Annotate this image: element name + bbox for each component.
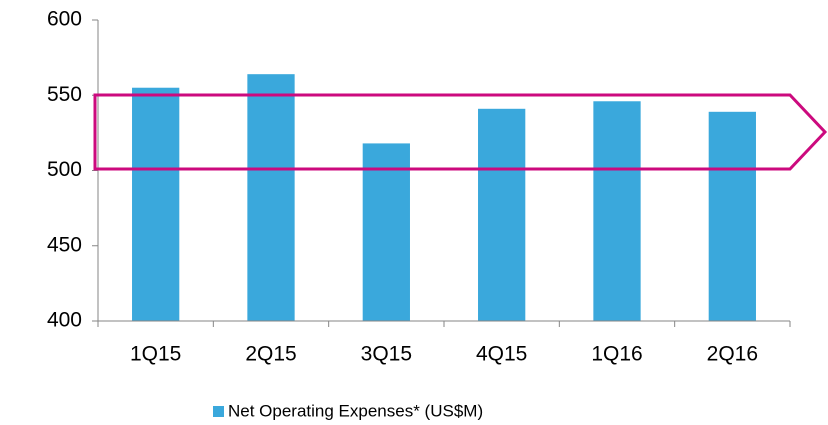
x-tick-label: 1Q15: [130, 343, 181, 366]
bar: [247, 74, 295, 322]
y-tick-label: 500: [47, 158, 82, 181]
y-tick-label: 450: [47, 233, 82, 256]
y-tick-label: 550: [47, 83, 82, 106]
x-tick-label: 2Q16: [707, 343, 758, 366]
y-tick-label: 600: [47, 8, 82, 31]
bar: [478, 108, 526, 321]
x-tick-label: 3Q15: [361, 343, 412, 366]
x-tick-label: 4Q15: [476, 343, 527, 366]
highlight-arrow: [93, 93, 828, 171]
x-tick-label: 2Q15: [245, 343, 296, 366]
x-tick-label: 1Q16: [591, 343, 642, 366]
bar: [708, 111, 756, 322]
bar: [593, 101, 641, 322]
legend-swatch: [213, 406, 224, 417]
legend-label: Net Operating Expenses* (US$M): [228, 401, 483, 420]
bar: [132, 87, 180, 321]
y-tick-label: 400: [47, 309, 82, 332]
bar: [362, 143, 410, 321]
